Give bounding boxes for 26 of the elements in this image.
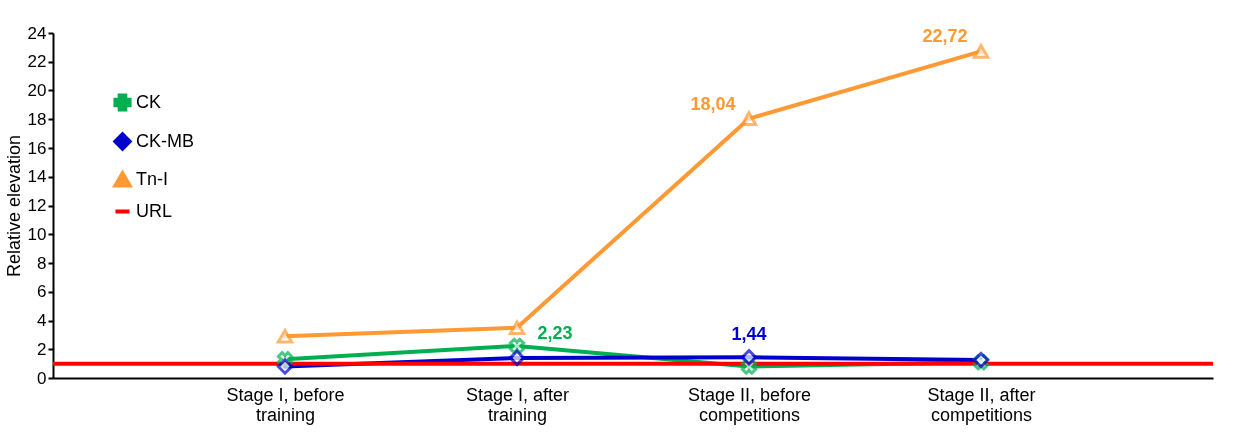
y-tick-label: 6	[37, 282, 47, 302]
data-label: 22,72	[922, 26, 968, 47]
y-tick-label: 10	[27, 224, 47, 244]
x-tick-label: Stage I, before training	[226, 384, 345, 425]
y-tick-label: 18	[27, 109, 47, 129]
data-label: 1,44	[731, 324, 767, 345]
y-tick-label: 12	[27, 196, 47, 215]
x-tick-label: Stage II, before competitions	[687, 384, 812, 425]
y-tick-label: 8	[37, 253, 47, 273]
legend-label: CK-MB	[136, 130, 194, 151]
y-tick-label: 22	[27, 52, 47, 72]
y-tick-label: 20	[27, 81, 47, 100]
legend-label: CK	[136, 91, 162, 112]
x-tick-label: Stage II, after competitions	[927, 384, 1036, 425]
y-tick-label: 0	[37, 368, 47, 388]
x-tick-label: Stage I, after training	[465, 384, 570, 425]
y-axis-title: Relative elevation	[3, 134, 24, 278]
y-tick-label: 24	[27, 23, 47, 43]
legend-label: URL	[136, 200, 173, 221]
y-tick-label: 4	[37, 311, 47, 330]
y-tick-label: 14	[27, 167, 47, 187]
y-tick-label: 2	[37, 339, 47, 359]
data-label: 18,04	[690, 93, 736, 114]
y-tick-label: 16	[27, 138, 47, 158]
legend-label: Tn-I	[136, 168, 169, 189]
data-label: 2,23	[537, 322, 573, 343]
